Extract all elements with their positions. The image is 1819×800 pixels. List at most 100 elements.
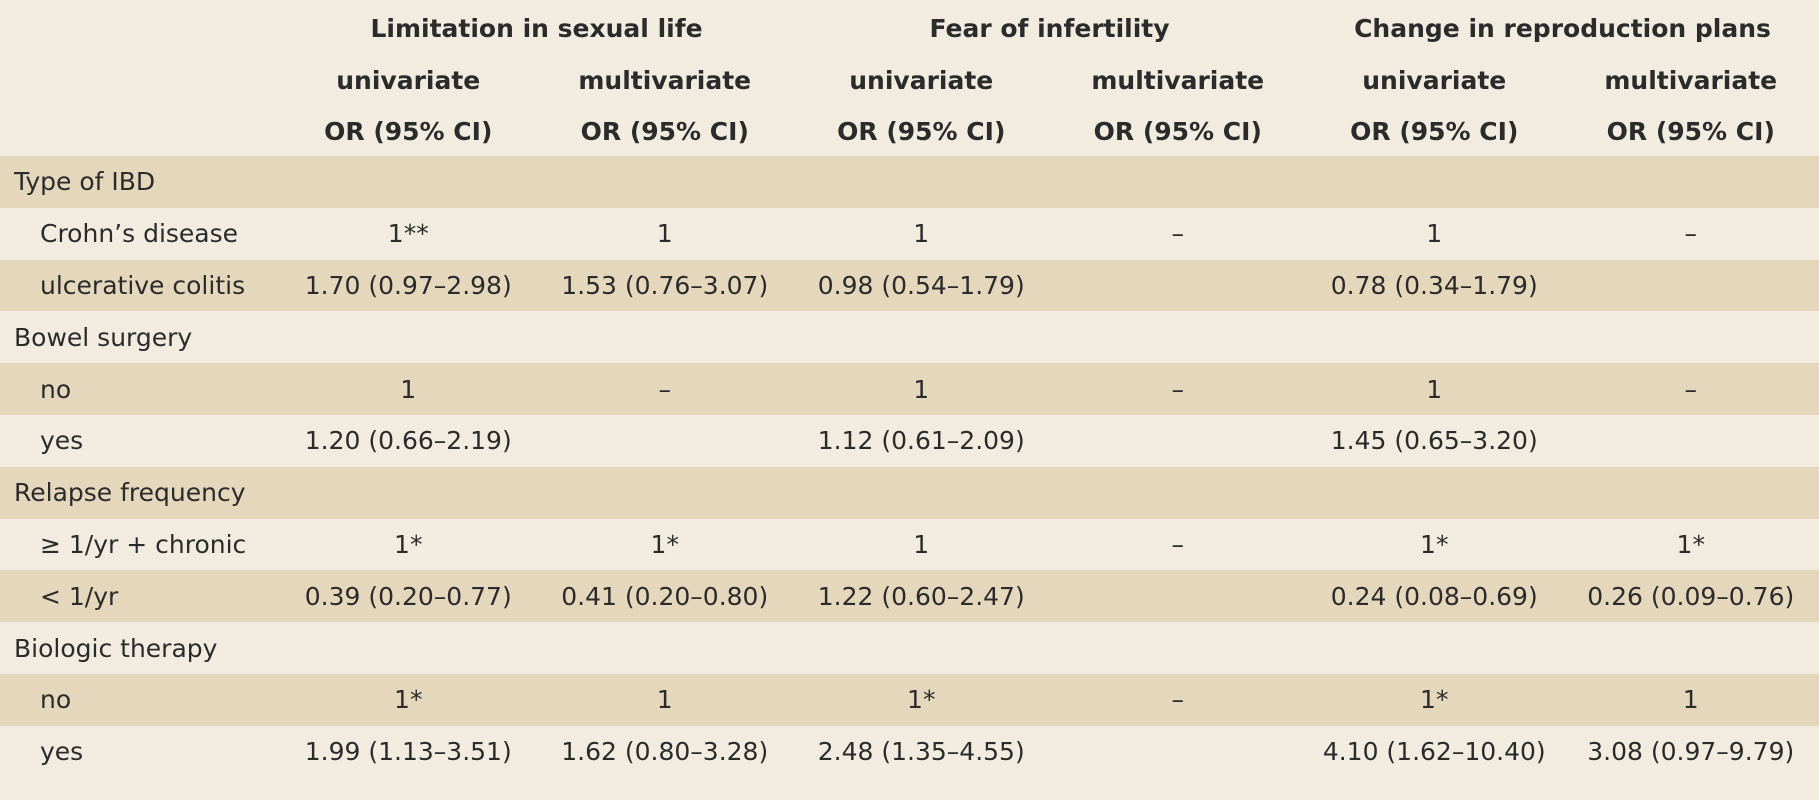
analysis-header: multivariate (1091, 65, 1265, 95)
ci-header: OR (95% CI) (1606, 116, 1775, 146)
value-cell (1306, 622, 1563, 674)
value-cell: 1** (387, 219, 429, 249)
value-cell: 4.10 (1.62–10.40) (1322, 737, 1546, 767)
ci-header: OR (95% CI) (580, 116, 749, 146)
value-cell: 1* (1420, 529, 1449, 559)
value-cell: 1 (913, 374, 930, 404)
table-row: yes 1.99 (1.13–3.51) 1.62 (0.80–3.28) 2.48 … (0, 726, 1819, 778)
table-row: < 1/yr 0.39 (0.20–0.77) 0.41 (0.20–0.80) 1.… (0, 570, 1819, 623)
row-label: no (40, 374, 72, 404)
table-row: no 1* 1 1* – 1* 1 (0, 673, 1819, 726)
value-cell: 1.53 (0.76–3.07) (561, 270, 769, 300)
category-row: Biologic therapy (0, 622, 1819, 674)
value-cell (1563, 260, 1819, 312)
value-cell: – (1171, 374, 1185, 404)
value-cell (537, 156, 794, 208)
ci-header: OR (95% CI) (1093, 116, 1262, 146)
ci-header: OR (95% CI) (324, 116, 493, 146)
odds-ratio-table: Limitation in sexual life Fear of infert… (0, 0, 1819, 778)
value-cell: 1* (907, 685, 936, 715)
value-cell (1050, 311, 1307, 363)
group-header-infertility: Fear of infertility (929, 13, 1170, 43)
row-label: < 1/yr (40, 581, 119, 611)
value-cell: 1.12 (0.61–2.09) (817, 426, 1025, 456)
value-cell: 1 (656, 219, 673, 249)
row-label: no (40, 685, 72, 715)
value-cell (793, 622, 1050, 674)
value-cell: 0.98 (0.54–1.79) (817, 270, 1025, 300)
value-cell: 1 (656, 685, 673, 715)
table-body: Type of IBD Crohn’s disease 1** 1 1 – 1 – ulcera… (0, 156, 1819, 778)
table-row: yes 1.20 (0.66–2.19) 1.12 (0.61–2.09) 1.45 … (0, 415, 1819, 467)
analysis-header-row: univariate multivariate univariate multi… (0, 54, 1819, 106)
value-cell (1306, 156, 1563, 208)
value-cell (537, 622, 794, 674)
group-header-sexual-life: Limitation in sexual life (370, 13, 703, 43)
value-cell: 1 (1426, 219, 1443, 249)
row-label: yes (40, 426, 84, 456)
value-cell (1050, 260, 1307, 312)
row-label: ulcerative colitis (40, 270, 246, 300)
value-cell: 1* (394, 685, 423, 715)
value-cell: 1.62 (0.80–3.28) (561, 737, 769, 767)
value-cell: 1* (394, 529, 423, 559)
value-cell: 3.08 (0.97–9.79) (1587, 737, 1795, 767)
value-cell: 1* (1420, 685, 1449, 715)
value-cell: – (1684, 374, 1698, 404)
ci-header-row: OR (95% CI) OR (95% CI) OR (95% CI) OR (… (0, 106, 1819, 156)
value-cell (280, 467, 537, 519)
value-cell: 1.45 (0.65–3.20) (1330, 426, 1538, 456)
analysis-header: multivariate (578, 65, 752, 95)
table-row: ulcerative colitis 1.70 (0.97–2.98) 1.53 (… (0, 259, 1819, 312)
value-cell (793, 311, 1050, 363)
value-cell: – (1171, 219, 1185, 249)
value-cell (1563, 156, 1819, 208)
category-label: Relapse frequency (14, 478, 246, 508)
value-cell (1050, 726, 1307, 778)
value-cell: 1.20 (0.66–2.19) (304, 426, 512, 456)
analysis-header: univariate (849, 65, 994, 95)
row-label: ≥ 1/yr + chronic (40, 529, 247, 559)
analysis-header: univariate (336, 65, 481, 95)
value-cell: 1 (913, 529, 930, 559)
value-cell: 0.39 (0.20–0.77) (304, 581, 512, 611)
value-cell: 1.22 (0.60–2.47) (817, 581, 1025, 611)
header-corner (0, 0, 280, 54)
value-cell (1306, 311, 1563, 363)
analysis-header: multivariate (1604, 65, 1778, 95)
value-cell (537, 311, 794, 363)
value-cell: 1.70 (0.97–2.98) (304, 270, 512, 300)
analysis-header: univariate (1362, 65, 1507, 95)
group-header-reproduction: Change in reproduction plans (1354, 13, 1771, 43)
category-label: Biologic therapy (14, 633, 218, 663)
category-row: Bowel surgery (0, 311, 1819, 363)
header-corner (0, 54, 280, 106)
table-row: no 1 – 1 – 1 – (0, 363, 1819, 415)
value-cell: 1 (1682, 685, 1699, 715)
value-cell (1050, 467, 1307, 519)
row-label: Crohn’s disease (40, 219, 239, 249)
value-cell: 0.24 (0.08–0.69) (1330, 581, 1538, 611)
row-label: yes (40, 737, 84, 767)
value-cell (1050, 570, 1307, 622)
value-cell: – (1171, 529, 1185, 559)
ci-header: OR (95% CI) (837, 116, 1006, 146)
value-cell (1306, 467, 1563, 519)
value-cell (1050, 622, 1307, 674)
value-cell (1563, 311, 1819, 363)
value-cell (537, 467, 794, 519)
value-cell: 1* (1676, 529, 1705, 559)
value-cell: – (1171, 685, 1185, 715)
value-cell (280, 311, 537, 363)
category-label: Type of IBD (14, 167, 156, 197)
value-cell: 1 (400, 374, 417, 404)
header-corner (0, 106, 280, 156)
value-cell (1050, 156, 1307, 208)
value-cell: 1* (650, 529, 679, 559)
category-row: Relapse frequency (0, 466, 1819, 519)
value-cell: – (1684, 219, 1698, 249)
value-cell: 0.41 (0.20–0.80) (561, 581, 769, 611)
value-cell: 1 (913, 219, 930, 249)
value-cell: 0.78 (0.34–1.79) (1330, 270, 1538, 300)
